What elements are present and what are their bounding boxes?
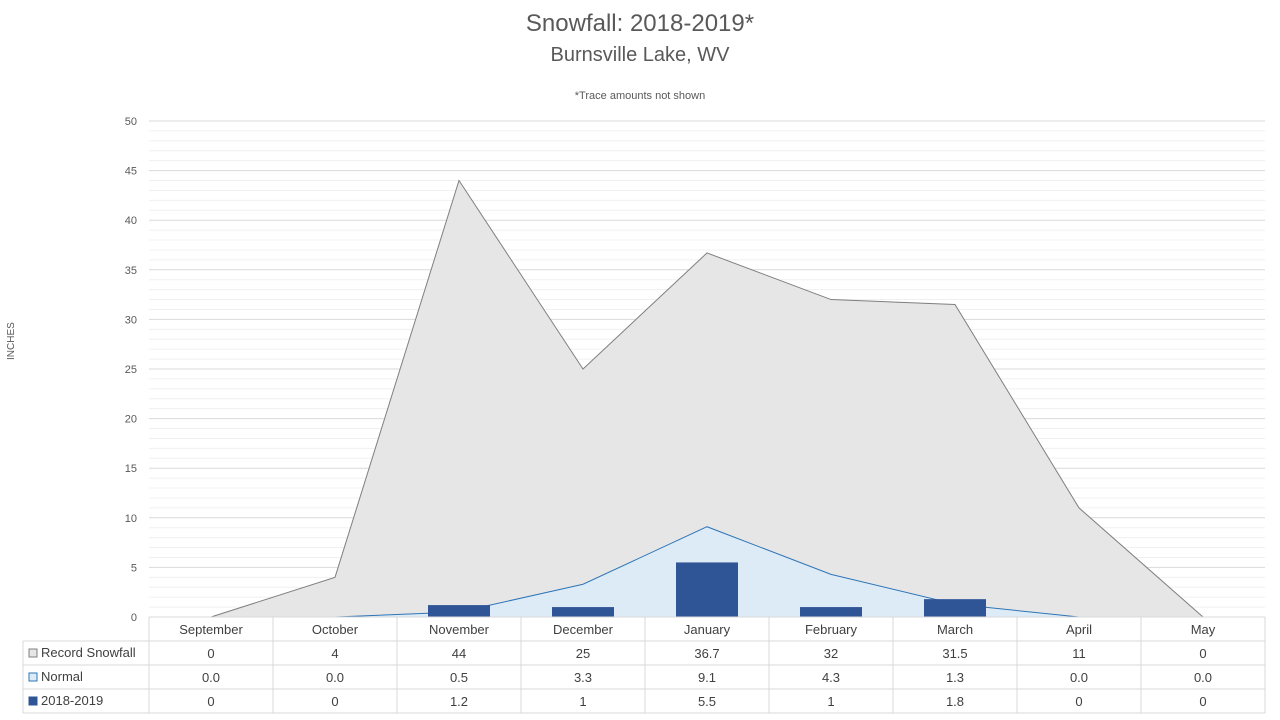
bar-november xyxy=(428,605,490,617)
category-label-april: April xyxy=(1066,622,1092,637)
y-tick-label: 40 xyxy=(125,215,137,227)
data-label: 1 xyxy=(579,694,586,709)
data-label: 0 xyxy=(207,646,214,661)
data-label: 5.5 xyxy=(698,694,716,709)
data-label: 0 xyxy=(1199,646,1206,661)
data-label: 0.0 xyxy=(1194,670,1212,685)
legend-label: Normal xyxy=(41,669,83,684)
y-tick-label: 0 xyxy=(131,612,137,624)
data-label: 3.3 xyxy=(574,670,592,685)
legend-key-normal xyxy=(28,672,38,682)
category-label-september: September xyxy=(179,622,243,637)
y-tick-label: 45 xyxy=(125,166,137,178)
data-label: 1.2 xyxy=(450,694,468,709)
data-label: 0 xyxy=(207,694,214,709)
data-label: 9.1 xyxy=(698,670,716,685)
y-tick-label: 50 xyxy=(125,116,137,128)
y-tick-label: 15 xyxy=(125,463,137,475)
data-label: 4.3 xyxy=(822,670,840,685)
legend-label: Record Snowfall xyxy=(41,645,136,660)
data-label: 0 xyxy=(331,694,338,709)
data-label: 1.3 xyxy=(946,670,964,685)
y-tick-label: 25 xyxy=(125,364,137,376)
data-label: 32 xyxy=(824,646,838,661)
data-label: 1 xyxy=(827,694,834,709)
bar-december xyxy=(552,607,614,617)
area-line-record-snowfall xyxy=(210,179,1204,618)
data-label: 1.8 xyxy=(946,694,964,709)
data-label: 36.7 xyxy=(694,646,719,661)
y-tick-label: 5 xyxy=(131,562,137,574)
y-axis-ticks: 0 5 10 15 20 25 30 35 40 45 50 xyxy=(125,116,137,624)
y-tick-label: 30 xyxy=(125,314,137,326)
legend-key-record-snowfall xyxy=(28,648,38,658)
bar-february xyxy=(800,607,862,617)
data-label: 31.5 xyxy=(942,646,967,661)
y-tick-label: 35 xyxy=(125,265,137,277)
chart-title: Snowfall: 2018-2019* xyxy=(525,10,755,37)
data-label: 44 xyxy=(452,646,466,661)
data-label: 0.0 xyxy=(202,670,220,685)
y-tick-label: 10 xyxy=(125,513,137,525)
area-record-snowfall xyxy=(211,180,1203,617)
legend-label: 2018-2019 xyxy=(41,693,103,708)
data-label: 0.5 xyxy=(450,670,468,685)
category-label-november: November xyxy=(429,622,490,637)
data-label: 0.0 xyxy=(1070,670,1088,685)
bar-january xyxy=(676,562,738,617)
data-label: 0 xyxy=(1075,694,1082,709)
category-label-december: December xyxy=(553,622,614,637)
category-label-october: October xyxy=(312,622,359,637)
chart-note: *Trace amounts not shown xyxy=(574,90,706,102)
category-label-february: February xyxy=(805,622,858,637)
area-line-normal xyxy=(211,526,1203,618)
legend-key-2018-2019 xyxy=(28,696,38,706)
data-label: 0.0 xyxy=(326,670,344,685)
data-table: September October November December January F… xyxy=(22,616,1266,714)
data-label: 25 xyxy=(576,646,590,661)
bar-series xyxy=(428,562,986,617)
bar-march xyxy=(924,599,986,617)
category-label-january: January xyxy=(684,622,731,637)
data-label: 0 xyxy=(1199,694,1206,709)
category-label-march: March xyxy=(937,622,973,637)
data-label: 11 xyxy=(1072,646,1086,661)
data-label: 4 xyxy=(331,646,338,661)
chart-subtitle: Burnsville Lake, WV xyxy=(550,44,730,66)
y-tick-label: 20 xyxy=(125,414,137,426)
category-label-may: May xyxy=(1191,622,1216,637)
